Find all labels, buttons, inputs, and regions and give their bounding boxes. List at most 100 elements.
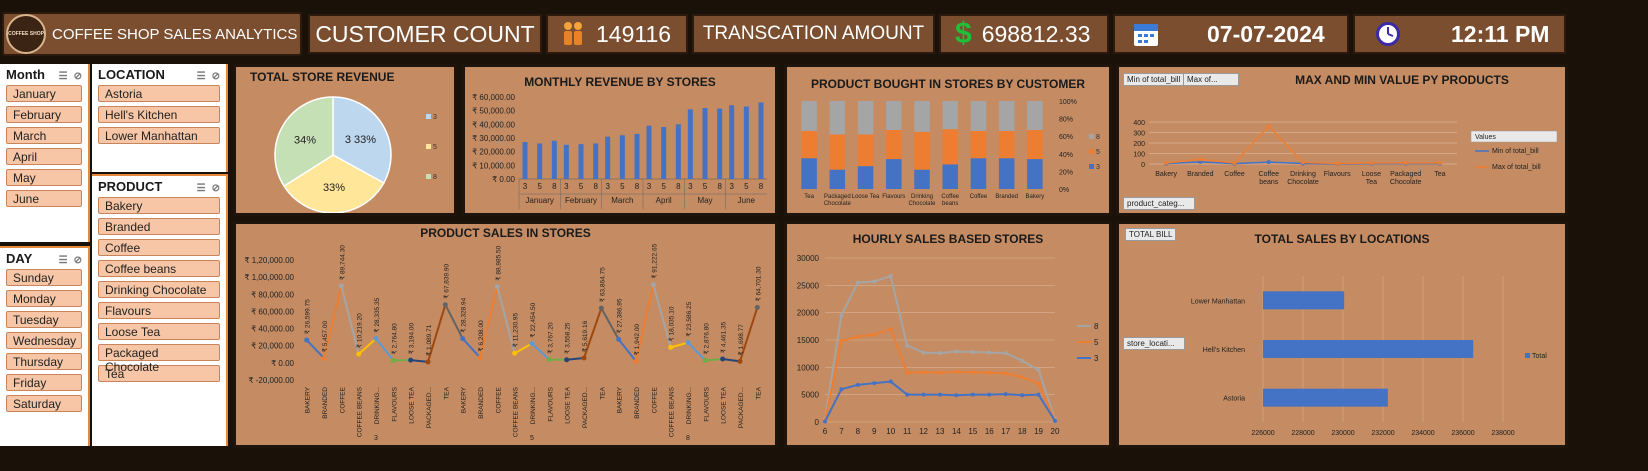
slicer-item-month[interactable]: May	[6, 169, 82, 186]
legend-label: 5	[1094, 338, 1099, 347]
data-point	[581, 355, 587, 361]
x-tick-label: BAKERY	[461, 386, 468, 413]
slicer-item-day[interactable]: Wednesday	[6, 332, 82, 349]
data-label: ₹ 63,864.75	[598, 267, 606, 302]
transaction-label: TRANSCATION AMOUNT	[702, 23, 925, 44]
x-tick-label: TEA	[443, 386, 450, 399]
bar	[1263, 291, 1345, 310]
max-field-button[interactable]: Max of...	[1183, 73, 1239, 86]
x-tick-label: 13	[936, 427, 945, 436]
slicer-item-day[interactable]: Thursday	[6, 353, 82, 370]
slicer-item-month[interactable]: February	[6, 106, 82, 123]
data-point	[987, 370, 992, 375]
data-label: ₹ 10,219.20	[356, 313, 364, 348]
slicer-item-day[interactable]: Monday	[6, 290, 82, 307]
product-category-filter[interactable]: product_categ...	[1123, 197, 1195, 210]
slicer-item-product[interactable]: Coffee beans	[98, 260, 220, 277]
x-tick-label: FLAVOURS	[703, 386, 710, 421]
data-point	[1403, 160, 1408, 165]
x-tick-label: Coffee	[1259, 171, 1280, 178]
clear-filter-icon[interactable]: ⊘	[211, 71, 220, 82]
stacked-bar-segment	[998, 101, 1015, 131]
store-location-filter[interactable]: store_locati...	[1123, 337, 1185, 350]
product-sales-chart: ₹ 1,20,000.00 ₹ 1,00,000.00 ₹ 80,000.00 ₹ 6…	[244, 243, 762, 442]
y-tick-label: ₹ 40,000.00	[472, 120, 515, 129]
clear-filter-icon[interactable]: ⊘	[73, 255, 82, 266]
pie-data-label: 3 33%	[345, 134, 376, 146]
clear-filter-icon[interactable]: ⊘	[211, 183, 220, 194]
data-point	[633, 358, 639, 364]
chart-title: TOTAL SALES BY LOCATIONS	[1254, 232, 1430, 246]
data-label: ₹ 1,698.77	[737, 324, 745, 356]
slicer-item-product[interactable]: Flavours	[98, 302, 220, 319]
slicer-item-location[interactable]: Lower Manhattan	[98, 127, 220, 144]
data-point	[954, 393, 959, 398]
y-tick-label: 80%	[1059, 117, 1073, 124]
x-tick-label: COFFEE	[495, 386, 502, 413]
time-card: 12:11 PM	[1353, 14, 1566, 54]
slicer-item-day[interactable]: Sunday	[6, 269, 82, 286]
slicer-item-product[interactable]: Tea	[98, 365, 220, 382]
total-bill-button[interactable]: TOTAL BILL	[1125, 228, 1177, 241]
x-tick-label: 228000	[1291, 430, 1314, 437]
slicer-item-location[interactable]: Astoria	[98, 85, 220, 102]
slicer-item-month[interactable]: March	[6, 127, 82, 144]
bar	[1263, 388, 1388, 407]
x-tick-label: PACKAGED...	[426, 387, 433, 428]
data-label: ₹ 28,328.94	[460, 297, 468, 332]
legend-label: 8	[1094, 322, 1099, 331]
data-point	[1301, 160, 1305, 165]
data-point	[1266, 160, 1271, 165]
slicer-item-month[interactable]: January	[6, 85, 82, 102]
category-label: February	[565, 196, 597, 205]
multi-select-icon[interactable]: ☰	[196, 183, 206, 194]
data-point	[460, 336, 466, 342]
clear-filter-icon[interactable]: ⊘	[73, 71, 82, 82]
data-point	[1198, 157, 1203, 162]
customer-count-value: 149116	[596, 20, 672, 47]
slicer-item-product[interactable]: Branded	[98, 218, 220, 235]
slicer-item-month[interactable]: June	[6, 190, 82, 207]
slicer-item-product[interactable]: Loose Tea	[98, 323, 220, 340]
bar	[537, 143, 543, 179]
stacked-bar-segment	[1027, 101, 1043, 131]
data-label: ₹ 1,089.71	[425, 324, 433, 356]
customer-count-card: CUSTOMER COUNT	[308, 14, 542, 54]
slicer-item-product[interactable]: Packaged Chocolate	[98, 344, 220, 374]
x-tick-label: 230000	[1331, 430, 1354, 437]
slicer-item-day[interactable]: Tuesday	[6, 311, 82, 328]
data-point	[938, 351, 942, 356]
slicer-item-product[interactable]: Bakery	[98, 197, 220, 214]
data-point	[888, 379, 893, 384]
multi-select-icon[interactable]: ☰	[58, 71, 68, 82]
series-line	[566, 357, 585, 361]
y-tick-label: 10000	[797, 363, 820, 372]
slicer-item-location[interactable]: Hell's Kitchen	[98, 106, 220, 123]
data-label: ₹ 11,230.95	[512, 312, 520, 347]
series-line	[410, 359, 429, 363]
slicer-item-product[interactable]: Coffee	[98, 239, 220, 256]
data-label: ₹ 1,942.00	[633, 324, 641, 356]
slicer-item-day[interactable]: Friday	[6, 374, 82, 391]
series-line	[617, 338, 637, 362]
location-slicer-title: LOCATION	[98, 67, 165, 82]
x-tick-label: 9	[872, 427, 877, 436]
x-tick-label: BRANDED	[634, 387, 641, 419]
y-tick-label: ₹ 30,000.00	[472, 134, 515, 143]
bar	[593, 143, 599, 179]
y-tick-label: 40%	[1059, 152, 1073, 159]
x-tick-label: 8	[552, 182, 557, 191]
slicer-item-product[interactable]: Drinking Chocolate	[98, 281, 220, 298]
x-tick-label: Chocolate	[824, 201, 852, 207]
multi-select-icon[interactable]: ☰	[196, 71, 206, 82]
legend-label: Max of total_bill	[1492, 164, 1541, 171]
slicer-item-day[interactable]: Saturday	[6, 395, 82, 412]
legend-swatch	[1089, 149, 1094, 154]
multi-select-icon[interactable]: ☰	[58, 255, 68, 266]
data-point	[938, 392, 942, 397]
data-point	[970, 392, 975, 397]
brand-title: COFFEE SHOP SALES ANALYTICS	[52, 25, 298, 43]
slicer-item-month[interactable]: April	[6, 148, 82, 165]
monthly-revenue-panel: MONTHLY REVENUE BY STORES ₹ 60,000.00 ₹ 5…	[462, 64, 778, 216]
x-tick-label: Chocolate	[908, 201, 936, 207]
